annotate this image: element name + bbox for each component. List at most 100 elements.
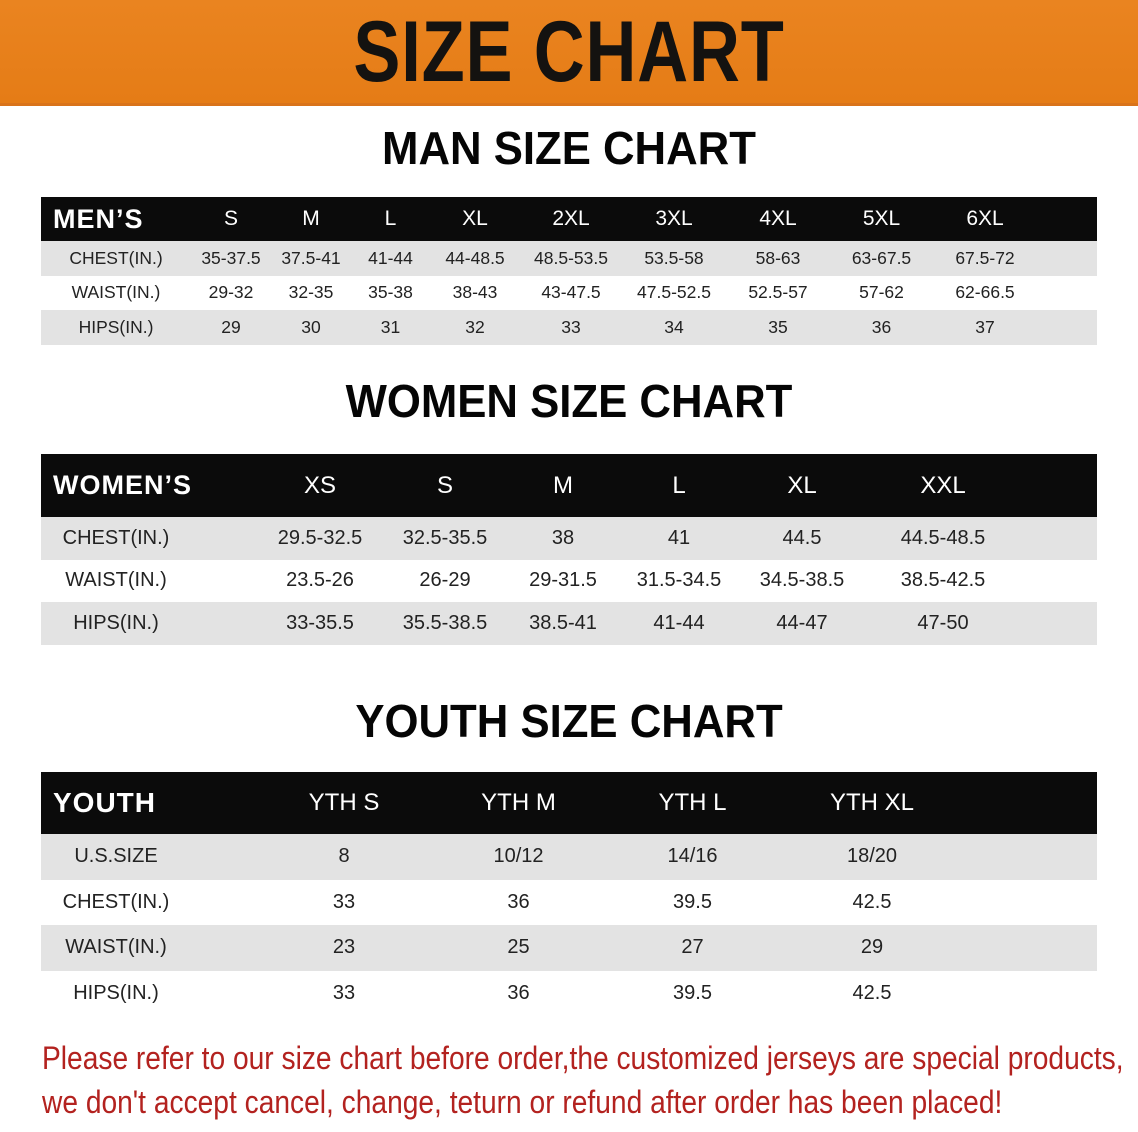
size-header-cell: XL bbox=[462, 207, 488, 230]
size-value-cell: 27 bbox=[681, 936, 704, 959]
youth-size-table: YOUTH YTH S YTH M YTH L YTH XL U.S.SIZE 8 10/12… bbox=[41, 772, 1097, 1016]
size-value-cell: 29 bbox=[860, 936, 884, 959]
banner: SIZE CHART bbox=[0, 0, 1138, 106]
order-notice: Please refer to our size chart before or… bbox=[42, 1036, 1124, 1124]
size-value-cell: 36 bbox=[507, 981, 530, 1004]
size-value-cell: 63-67.5 bbox=[851, 247, 912, 268]
size-value-cell: 38 bbox=[551, 526, 575, 549]
table-row: CHEST(IN.) 29.5-32.5 32.5-35.5 38 41 44.5 44.5… bbox=[41, 517, 1097, 560]
size-value-cell: 52.5-57 bbox=[748, 282, 808, 303]
size-value-cell: 58-63 bbox=[755, 247, 801, 268]
size-header-cell: 6XL bbox=[966, 207, 1004, 230]
size-value-cell: 47.5-52.5 bbox=[637, 282, 711, 303]
size-value-cell: 29-31.5 bbox=[529, 569, 597, 592]
size-value-cell: 10/12 bbox=[493, 845, 544, 868]
size-value-cell: 29 bbox=[221, 316, 241, 337]
size-value-cell: 35.5-38.5 bbox=[402, 611, 488, 634]
size-value-cell: 33 bbox=[561, 316, 581, 337]
size-value-cell: 53.5-58 bbox=[644, 247, 704, 268]
table-row: WAIST(IN.) 23.5-26 26-29 29-31.5 31.5-34.5 34… bbox=[41, 559, 1097, 602]
size-value-cell: 44-48.5 bbox=[445, 247, 505, 268]
size-value-cell: 30 bbox=[301, 316, 321, 337]
size-value-cell: 48.5-53.5 bbox=[534, 247, 608, 268]
size-value-cell: 33 bbox=[332, 890, 356, 913]
size-header-cell: L bbox=[384, 207, 397, 230]
size-value-cell: 41-44 bbox=[368, 247, 413, 268]
size-value-cell: 29.5-32.5 bbox=[277, 526, 363, 549]
table-row: CHEST(IN.) 33 36 39.5 42.5 bbox=[41, 879, 1097, 925]
size-value-cell: 33 bbox=[332, 981, 356, 1004]
size-value-cell: 42.5 bbox=[852, 890, 892, 913]
size-value-cell: 29-32 bbox=[208, 282, 254, 303]
size-value-cell: 47-50 bbox=[917, 611, 969, 634]
size-value-cell: 41 bbox=[667, 526, 691, 549]
size-value-cell: 32.5-35.5 bbox=[402, 526, 488, 549]
table-row: WAIST(IN.) 29-32 32-35 35-38 38-43 43-47.5 47.… bbox=[41, 275, 1097, 310]
men-size-table: MEN’S S M L XL 2XL 3XL 4XL 5XL 6XL CHEST(IN.) 35-37… bbox=[41, 197, 1097, 345]
size-value-cell: 36 bbox=[507, 890, 530, 913]
measurement-label: WAIST(IN.) bbox=[65, 936, 167, 959]
size-value-cell: 36 bbox=[871, 316, 892, 337]
size-value-cell: 44.5 bbox=[782, 526, 822, 549]
size-header-cell: YTH M bbox=[481, 789, 556, 816]
size-header-cell: L bbox=[672, 471, 686, 499]
size-value-cell: 8 bbox=[338, 845, 350, 868]
measurement-label: HIPS(IN.) bbox=[78, 316, 154, 337]
size-header-cell: 5XL bbox=[862, 207, 901, 230]
measurement-label: HIPS(IN.) bbox=[73, 981, 159, 1004]
table-row: HIPS(IN.) 33 36 39.5 42.5 bbox=[41, 970, 1097, 1016]
size-header-cell: XXL bbox=[920, 471, 966, 499]
size-value-cell: 26-29 bbox=[419, 569, 471, 592]
size-value-cell: 34.5-38.5 bbox=[759, 569, 845, 592]
size-header-cell: 4XL bbox=[759, 207, 797, 230]
size-value-cell: 43-47.5 bbox=[541, 282, 601, 303]
size-value-cell: 14/16 bbox=[667, 845, 718, 868]
size-value-cell: 34 bbox=[664, 316, 684, 337]
size-value-cell: 32-35 bbox=[288, 282, 334, 303]
size-header-cell: 2XL bbox=[552, 207, 590, 230]
size-header-cell: YTH L bbox=[658, 789, 727, 816]
table-row: CHEST(IN.) 35-37.5 37.5-41 41-44 44-48.5 48.5… bbox=[41, 241, 1097, 276]
size-value-cell: 37 bbox=[975, 316, 995, 337]
size-header-cell: XS bbox=[303, 471, 336, 499]
size-header-cell: YTH XL bbox=[829, 789, 915, 816]
size-value-cell: 44.5-48.5 bbox=[900, 526, 986, 549]
size-header-cell: 3XL bbox=[655, 207, 693, 230]
table-row: U.S.SIZE 8 10/12 14/16 18/20 bbox=[41, 834, 1097, 880]
size-header-cell: YTH S bbox=[308, 789, 380, 816]
size-value-cell: 32 bbox=[465, 316, 485, 337]
size-header-cell: XL bbox=[787, 471, 817, 499]
table-row: HIPS(IN.) 29 30 31 32 33 34 35 36 37 bbox=[41, 310, 1097, 345]
size-value-cell: 23 bbox=[332, 936, 356, 959]
women-size-table: WOMEN’S XS S M L XL XXL CHEST(IN.) 29.5-32.5 32.5… bbox=[41, 454, 1097, 645]
size-header-cell: M bbox=[553, 471, 573, 499]
measurement-label: CHEST(IN.) bbox=[62, 526, 170, 549]
size-value-cell: 18/20 bbox=[846, 845, 898, 868]
size-value-cell: 31 bbox=[380, 316, 401, 337]
measurement-label: WAIST(IN.) bbox=[71, 282, 161, 303]
measurement-label: HIPS(IN.) bbox=[73, 611, 159, 634]
size-value-cell: 25 bbox=[507, 936, 530, 959]
size-value-cell: 38.5-41 bbox=[529, 611, 597, 634]
measurement-label: CHEST(IN.) bbox=[62, 890, 170, 913]
table-title-cell: YOUTH bbox=[53, 787, 156, 818]
table-row: HIPS(IN.) 33-35.5 35.5-38.5 38.5-41 41-44 44-… bbox=[41, 602, 1097, 645]
size-header-cell: M bbox=[302, 207, 320, 230]
table-title-cell: MEN’S bbox=[53, 203, 144, 234]
table-header-row: WOMEN’S XS S M L XL XXL bbox=[41, 454, 1097, 517]
size-value-cell: 35 bbox=[768, 316, 788, 337]
size-value-cell: 37.5-41 bbox=[281, 247, 341, 268]
table-title-cell: WOMEN’S bbox=[53, 470, 192, 500]
size-header-cell: S bbox=[223, 207, 238, 230]
size-value-cell: 41-44 bbox=[653, 611, 705, 634]
size-value-cell: 67.5-72 bbox=[955, 247, 1015, 268]
size-value-cell: 35-38 bbox=[368, 282, 413, 303]
size-value-cell: 35-37.5 bbox=[201, 247, 261, 268]
table-row: WAIST(IN.) 23 25 27 29 bbox=[41, 925, 1097, 971]
size-value-cell: 57-62 bbox=[859, 282, 904, 303]
men-section-title: MAN SIZE CHART bbox=[382, 122, 756, 174]
banner-title: SIZE CHART bbox=[353, 4, 785, 100]
measurement-label: CHEST(IN.) bbox=[69, 247, 163, 268]
youth-section-title: YOUTH SIZE CHART bbox=[355, 695, 783, 747]
size-value-cell: 39.5 bbox=[673, 981, 712, 1004]
